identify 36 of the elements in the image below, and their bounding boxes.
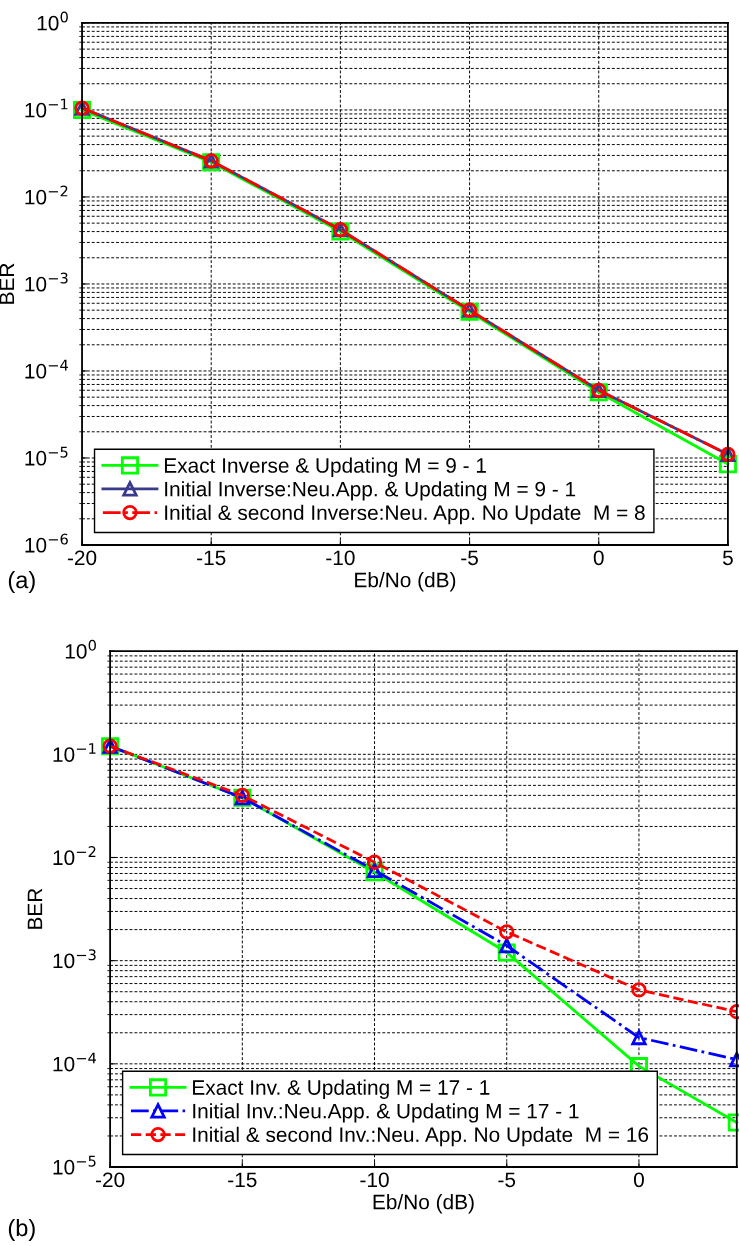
y-tick-label: 10$^{0}$: [65, 639, 96, 659]
legend-label: Initial Inverse:Neu.App. & Updating M = 9 - 1: [165, 481, 576, 501]
legend-label: Initial & second Inv.:Neu. App. No Update M = 16: [193, 1126, 649, 1147]
y-tick-label: 10$^{−3}$: [25, 272, 68, 292]
text: (a): [8, 571, 35, 593]
x-tick-label: -20: [95, 1172, 125, 1188]
legend-label: Exact Inverse & Updating M = 9 - 1: [164, 457, 486, 477]
x-tick-label: -10: [326, 550, 355, 566]
x-tick-label: 5: [722, 550, 733, 566]
y-axis-title: BER: [0, 263, 15, 304]
x-tick-label: -15: [197, 550, 226, 566]
y-tick-label: 10$^{−6}$: [25, 533, 68, 553]
x-axis-title: Eb/No (dB): [373, 1194, 474, 1214]
y-tick-label: 10$^{−5}$: [53, 1155, 96, 1175]
y-tick-label: 10$^{−2}$: [53, 846, 96, 866]
x-tick-label: -5: [461, 550, 478, 566]
x-tick-label: 0: [633, 1172, 644, 1188]
x-tick-label: -15: [228, 1172, 257, 1188]
legend-label: Exact Inv. & Updating M = 17 - 1: [193, 1079, 490, 1099]
x-axis-title: Eb/No (dB): [355, 572, 456, 592]
y-tick-label: 10$^{−4}$: [25, 359, 68, 379]
y-tick-label: 10$^{−1}$: [53, 743, 96, 762]
y-tick-label: 10$^{−1}$: [25, 98, 68, 118]
x-tick-label: 0: [593, 550, 604, 566]
x-tick-label: -5: [498, 1172, 516, 1188]
y-tick-label: 10$^{0}$: [37, 11, 68, 31]
x-tick-label: -20: [67, 550, 97, 566]
legend-label: Initial Inv.:Neu.App. & Updating M = 17 - 1: [193, 1103, 579, 1123]
y-tick-label: 10$^{−5}$: [25, 446, 68, 466]
y-axis-title: BER: [27, 888, 43, 929]
legend-label: Initial & second Inverse:Neu. App. No Update M = 8: [165, 504, 645, 525]
y-tick-label: 10$^{−4}$: [53, 1052, 97, 1072]
y-tick-label: 10$^{−2}$: [25, 185, 68, 205]
x-tick-label: -10: [360, 1172, 389, 1188]
text: (b): [8, 1218, 35, 1241]
y-tick-label: 10$^{−3}$: [53, 949, 96, 969]
